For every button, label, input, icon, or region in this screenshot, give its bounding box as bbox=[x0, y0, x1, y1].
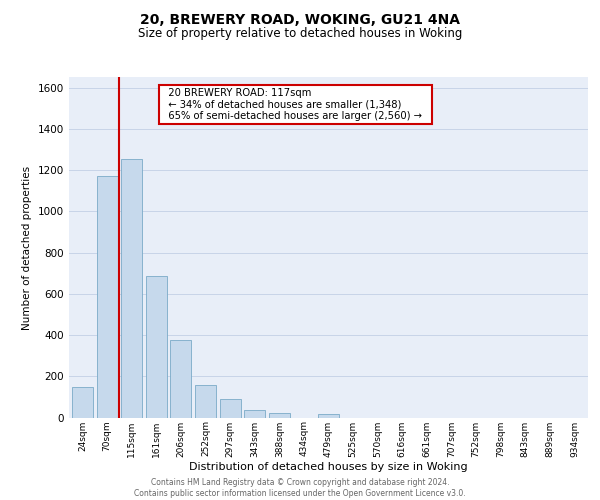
Bar bbox=[170, 340, 191, 417]
Bar bbox=[72, 386, 93, 418]
Text: Contains HM Land Registry data © Crown copyright and database right 2024.
Contai: Contains HM Land Registry data © Crown c… bbox=[134, 478, 466, 498]
Bar bbox=[97, 176, 118, 418]
Bar bbox=[121, 159, 142, 417]
Bar bbox=[146, 276, 167, 418]
X-axis label: Distribution of detached houses by size in Woking: Distribution of detached houses by size … bbox=[189, 462, 468, 472]
Bar bbox=[220, 399, 241, 417]
Bar bbox=[269, 413, 290, 418]
Text: 20 BREWERY ROAD: 117sqm
  ← 34% of detached houses are smaller (1,348)
  65% of : 20 BREWERY ROAD: 117sqm ← 34% of detache… bbox=[163, 88, 428, 121]
Text: Size of property relative to detached houses in Woking: Size of property relative to detached ho… bbox=[138, 28, 462, 40]
Bar bbox=[195, 384, 216, 418]
Text: 20, BREWERY ROAD, WOKING, GU21 4NA: 20, BREWERY ROAD, WOKING, GU21 4NA bbox=[140, 12, 460, 26]
Bar bbox=[318, 414, 339, 418]
Bar bbox=[244, 410, 265, 418]
Y-axis label: Number of detached properties: Number of detached properties bbox=[22, 166, 32, 330]
